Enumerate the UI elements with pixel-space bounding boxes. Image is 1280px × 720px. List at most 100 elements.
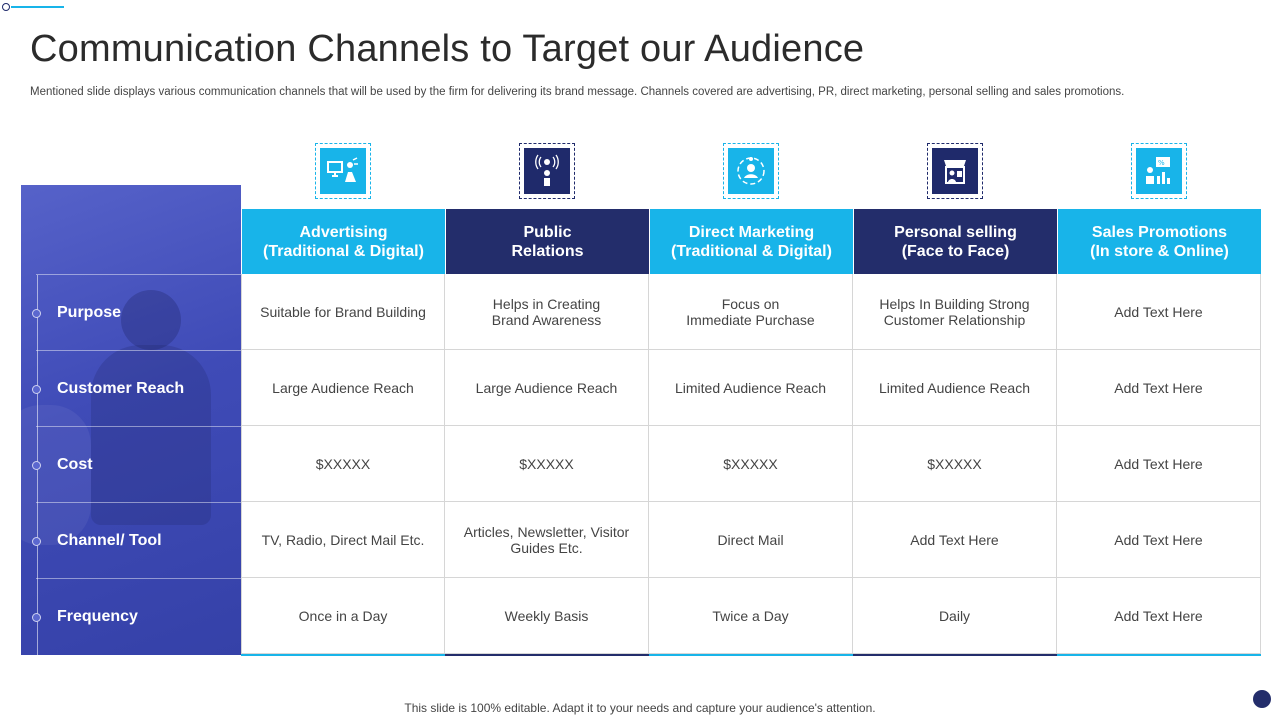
photo-figure-head — [121, 290, 181, 350]
advertising-icon-box — [315, 143, 371, 199]
table-cell-channel-tool-public: Articles, Newsletter, Visitor Guides Etc. — [445, 502, 649, 578]
row-label-text: Purpose — [57, 303, 122, 321]
table-cell-customer-reach-direct-marketing: Limited Audience Reach — [649, 350, 853, 426]
row-label-frequency: Frequency — [32, 578, 241, 654]
cell-text: $XXXXX — [927, 455, 982, 472]
cell-text: Add Text Here — [1114, 455, 1203, 472]
cell-text: Limited Audience Reach — [879, 379, 1030, 396]
table-cell-frequency-public: Weekly Basis — [445, 578, 649, 654]
cell-text: TV, Radio, Direct Mail Etc. — [261, 531, 425, 548]
column-header-direct-marketing: Direct Marketing (Traditional & Digital) — [650, 209, 853, 274]
table-cell-purpose-advertising: Suitable for Brand Building — [241, 274, 445, 350]
row-marker-dot — [32, 384, 41, 394]
cell-text: Guides Etc. — [510, 539, 583, 556]
column-bottom-rule — [445, 654, 649, 656]
column-header-advertising: Advertising (Traditional & Digital) — [242, 209, 445, 274]
cell-text: Twice a Day — [712, 607, 789, 624]
column-header-line2: Relations — [511, 242, 584, 260]
row-label-text: Frequency — [57, 607, 138, 625]
column-header-line2: (In store & Online) — [1090, 242, 1229, 260]
table-cell-purpose-public: Helps in Creating Brand Awareness — [445, 274, 649, 350]
table-cell-purpose-direct-marketing: Focus on Immediate Purchase — [649, 274, 853, 350]
row-label-cost: Cost — [32, 426, 241, 502]
cell-text: $XXXXX — [723, 455, 778, 472]
cell-text: Daily — [938, 607, 971, 624]
corner-dot — [1253, 690, 1271, 708]
personal-selling-icon-box — [927, 143, 983, 199]
table-cell-cost-public: $XXXXX — [445, 426, 649, 502]
table-cell-frequency-personal-selling: Daily — [853, 578, 1057, 654]
cell-text: Limited Audience Reach — [675, 379, 826, 396]
row-label-text: Cost — [57, 455, 93, 473]
column-header-line2: (Traditional & Digital) — [263, 242, 424, 260]
column-header-personal-selling: Personal selling (Face to Face) — [854, 209, 1057, 274]
table-cell-customer-reach-public: Large Audience Reach — [445, 350, 649, 426]
top-decoration — [2, 2, 64, 12]
column-header-line1: Sales Promotions — [1091, 223, 1228, 241]
cell-text: $XXXXX — [315, 455, 371, 472]
table-cell-cost-advertising: $XXXXX — [241, 426, 445, 502]
cell-text: Suitable for Brand Building — [260, 303, 426, 320]
column-bottom-rule — [853, 654, 1057, 656]
cell-text: Large Audience Reach — [272, 379, 414, 396]
cell-text: $XXXXX — [519, 455, 574, 472]
cell-text: Helps In Building Strong — [879, 295, 1030, 312]
row-marker-dot — [32, 536, 41, 546]
table-cell-purpose-sales-promotions: Add Text Here — [1057, 274, 1261, 350]
direct-marketing-icon — [728, 148, 774, 194]
row-marker-dot — [32, 612, 41, 622]
photo-figure-side — [21, 405, 91, 545]
table-cell-cost-personal-selling: $XXXXX — [853, 426, 1057, 502]
table-cell-cost-direct-marketing: $XXXXX — [649, 426, 853, 502]
cell-text: Immediate Purchase — [686, 311, 815, 328]
column-header-line1: Direct Marketing — [688, 223, 815, 241]
column-header-line2: (Face to Face) — [901, 242, 1010, 260]
table-cell-frequency-sales-promotions: Add Text Here — [1057, 578, 1261, 654]
cell-text: Customer Relationship — [883, 311, 1026, 328]
photo-figure-body — [91, 345, 211, 525]
column-bottom-rule — [1057, 654, 1261, 656]
column-header-public: Public Relations — [446, 209, 649, 274]
cell-text: Add Text Here — [910, 531, 999, 548]
column-header-line1: Personal selling — [894, 223, 1017, 241]
public-relations-icon — [524, 148, 570, 194]
row-label-text: Customer Reach — [57, 379, 185, 397]
table-cell-purpose-personal-selling: Helps In Building Strong Customer Relatio… — [853, 274, 1057, 350]
page-subtitle: Mentioned slide displays various communi… — [30, 86, 1125, 98]
column-header-sales-promotions: Sales Promotions (In store & Online) — [1058, 209, 1261, 274]
deco-line — [11, 6, 64, 8]
cell-text: Articles, Newsletter, Visitor — [463, 523, 630, 540]
row-label-purpose: Purpose — [32, 274, 241, 350]
left-photo-panel — [21, 185, 241, 655]
column-header-line1: Advertising — [299, 223, 388, 241]
cell-text: Direct Mail — [717, 531, 784, 548]
deco-circle — [2, 3, 10, 11]
table-cell-frequency-direct-marketing: Twice a Day — [649, 578, 853, 654]
cell-text: Add Text Here — [1114, 303, 1203, 320]
row-label-text: Channel/ Tool — [57, 531, 162, 549]
column-bottom-rule — [649, 654, 853, 656]
advertising-icon — [320, 148, 366, 194]
cell-text: Add Text Here — [1114, 531, 1203, 548]
row-marker-dot — [32, 460, 41, 470]
column-bottom-rule — [241, 654, 445, 656]
svg-text:%: % — [1158, 159, 1165, 167]
table-cell-channel-tool-sales-promotions: Add Text Here — [1057, 502, 1261, 578]
table-cell-customer-reach-personal-selling: Limited Audience Reach — [853, 350, 1057, 426]
sales-promotions-icon-box: % — [1131, 143, 1187, 199]
page-title: Communication Channels to Target our Aud… — [30, 28, 865, 70]
column-header-line1: Public — [523, 223, 572, 241]
row-marker-dot — [32, 308, 41, 318]
table-cell-customer-reach-sales-promotions: Add Text Here — [1057, 350, 1261, 426]
table-cell-customer-reach-advertising: Large Audience Reach — [241, 350, 445, 426]
direct-marketing-icon-box — [723, 143, 779, 199]
cell-text: Helps in Creating — [492, 295, 601, 312]
table-cell-channel-tool-advertising: TV, Radio, Direct Mail Etc. — [241, 502, 445, 578]
cell-text: Brand Awareness — [491, 311, 602, 328]
sales-promotions-icon: % — [1136, 148, 1182, 194]
table-cell-channel-tool-personal-selling: Add Text Here — [853, 502, 1057, 578]
cell-text: Add Text Here — [1114, 607, 1203, 624]
personal-selling-icon — [932, 148, 978, 194]
footer-note: This slide is 100% editable. Adapt it to… — [404, 701, 876, 715]
row-label-channel-tool: Channel/ Tool — [32, 502, 241, 578]
